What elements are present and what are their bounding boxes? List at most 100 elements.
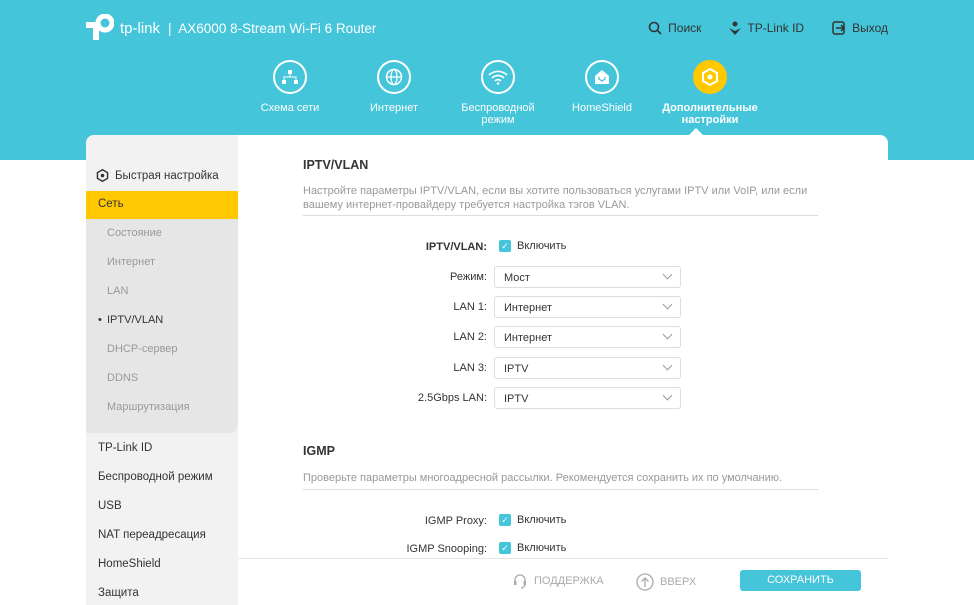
checkmark-icon: ✓ [499, 514, 511, 526]
sidebar: Быстрая настройка Сеть Состояние Интерне… [86, 135, 238, 605]
model-name: | AX6000 8-Stream Wi-Fi 6 Router [168, 20, 377, 36]
sidebar-sub-routing[interactable]: Маршрутизация [107, 401, 190, 413]
igmp-snooping-checkbox[interactable]: ✓ Включить [499, 542, 566, 554]
sidebar-label: Быстрая настройка [115, 169, 219, 182]
checkbox-label: Включить [517, 542, 567, 554]
sidebar-sub-lan[interactable]: LAN [107, 285, 129, 297]
logout-icon [832, 21, 846, 35]
tplink-id-link[interactable]: TP-Link ID [729, 21, 804, 35]
model-text: AX6000 8-Stream Wi-Fi 6 Router [178, 20, 377, 36]
nav-label: HomeShield [572, 102, 632, 114]
select-value: Интернет [504, 332, 552, 344]
nav-label: Интернет [370, 102, 418, 114]
lan25g-select[interactable]: IPTV [494, 387, 681, 409]
checkmark-icon: ✓ [499, 542, 511, 554]
field-label: LAN 2: [453, 331, 487, 343]
igmp-description: Проверьте параметры многоадресной рассыл… [303, 472, 783, 484]
search-icon [648, 21, 662, 35]
sidebar-item-wireless[interactable]: Беспроводной режим [98, 471, 213, 483]
globe-icon [377, 60, 411, 94]
field-label: 2.5Gbps LAN: [417, 392, 487, 404]
sidebar-item-security[interactable]: Защита [98, 587, 139, 599]
field-label: LAN 3: [453, 362, 487, 374]
nav-network-map[interactable]: Схема сети [238, 60, 342, 126]
top-label: ВВЕРХ [660, 576, 697, 588]
checkbox-label: Включить [517, 514, 567, 526]
gear-icon [693, 60, 727, 94]
chevron-down-icon [662, 360, 673, 371]
igmp-proxy-row: IGMP Proxy: ✓ Включить [238, 510, 888, 532]
divider [303, 215, 818, 216]
select-value: IPTV [504, 363, 529, 375]
lan3-row: LAN 3: IPTV [238, 357, 888, 379]
nav-label: Дополнительные настройки [662, 102, 758, 126]
checkmark-icon: ✓ [499, 240, 511, 252]
sidebar-item-usb[interactable]: USB [98, 500, 122, 512]
tp-link-logo-icon [86, 14, 114, 40]
sidebar-item-network[interactable]: Сеть [86, 191, 238, 219]
wifi-icon [481, 60, 515, 94]
nav-advanced[interactable]: Дополнительные настройки [654, 60, 766, 126]
home-shield-icon [585, 60, 619, 94]
sidebar-sub-iptv-vlan[interactable]: IPTV/VLAN [86, 306, 238, 335]
sidebar-sub-ddns[interactable]: DDNS [107, 372, 139, 384]
igmp-snooping-row: IGMP Snooping: ✓ Включить [238, 538, 888, 560]
back-to-top-button[interactable]: ВВЕРХ [636, 573, 696, 591]
mode-row: Режим: Мост [238, 266, 888, 288]
user-icon [729, 21, 742, 35]
checkbox-label: Включить [517, 240, 567, 252]
field-label: LAN 1: [453, 301, 487, 313]
sidebar-item-quick-setup[interactable]: Быстрая настройка [96, 169, 219, 182]
field-label: Режим: [450, 271, 487, 283]
arrow-up-icon [636, 573, 654, 591]
chevron-down-icon [662, 299, 673, 310]
iptv-enable-row: IPTV/VLAN: ✓ Включить [238, 236, 888, 258]
save-button[interactable]: СОХРАНИТЬ [740, 570, 861, 591]
footer-bar: ПОДДЕРЖКА ВВЕРХ СОХРАНИТЬ [238, 558, 888, 605]
chevron-down-icon [662, 390, 673, 401]
lan2-select[interactable]: Интернет [494, 326, 681, 348]
iptv-title: IPTV/VLAN [303, 158, 369, 172]
sidebar-submenu: Состояние Интернет LAN IPTV/VLAN DHCP-се… [86, 219, 238, 433]
support-button[interactable]: ПОДДЕРЖКА [512, 573, 604, 589]
chevron-down-icon [662, 329, 673, 340]
sidebar-item-homeshield[interactable]: HomeShield [98, 558, 161, 570]
igmp-proxy-checkbox[interactable]: ✓ Включить [499, 514, 566, 526]
mode-select[interactable]: Мост [494, 266, 681, 288]
chevron-down-icon [662, 269, 673, 280]
brand: tp-link [120, 19, 161, 37]
field-label: IGMP Snooping: [406, 543, 487, 555]
lan1-select[interactable]: Интернет [494, 296, 681, 318]
lan25g-row: 2.5Gbps LAN: IPTV [238, 387, 888, 409]
logout-label: Выход [852, 21, 888, 35]
gear-icon [96, 169, 109, 182]
search-label: Поиск [668, 21, 702, 35]
sidebar-item-nat[interactable]: NAT переадресация [98, 529, 206, 541]
header: tp-link | AX6000 8-Stream Wi-Fi 6 Router… [0, 0, 974, 160]
logo: tp-link | AX6000 8-Stream Wi-Fi 6 Router [86, 14, 376, 42]
igmp-title: IGMP [303, 444, 335, 458]
nav-homeshield[interactable]: HomeShield [550, 60, 654, 126]
main-nav: Схема сети Интернет Беспроводной режим H… [238, 60, 766, 126]
nav-internet[interactable]: Интернет [342, 60, 446, 126]
nav-label: Схема сети [260, 102, 320, 114]
content: IPTV/VLAN Настройте параметры IPTV/VLAN,… [238, 135, 888, 605]
divider [303, 489, 818, 490]
tplink-id-label: TP-Link ID [747, 21, 805, 35]
field-label: IPTV/VLAN: [425, 241, 487, 253]
iptv-description: Настройте параметры IPTV/VLAN, если вы х… [303, 185, 808, 211]
nav-wireless[interactable]: Беспроводной режим [446, 60, 550, 126]
sidebar-sub-status[interactable]: Состояние [107, 227, 162, 239]
lan1-row: LAN 1: Интернет [238, 296, 888, 318]
support-label: ПОДДЕРЖКА [534, 575, 604, 587]
select-value: Интернет [504, 302, 552, 314]
logout-link[interactable]: Выход [832, 21, 888, 35]
iptv-enable-checkbox[interactable]: ✓ Включить [499, 240, 566, 252]
sidebar-item-tplink-id[interactable]: TP-Link ID [98, 442, 153, 454]
search-link[interactable]: Поиск [648, 21, 701, 35]
lan2-row: LAN 2: Интернет [238, 326, 888, 348]
sidebar-sub-dhcp[interactable]: DHCP-сервер [107, 343, 178, 355]
main-card: Быстрая настройка Сеть Состояние Интерне… [86, 135, 888, 605]
sidebar-sub-internet[interactable]: Интернет [107, 256, 155, 268]
lan3-select[interactable]: IPTV [494, 357, 681, 379]
